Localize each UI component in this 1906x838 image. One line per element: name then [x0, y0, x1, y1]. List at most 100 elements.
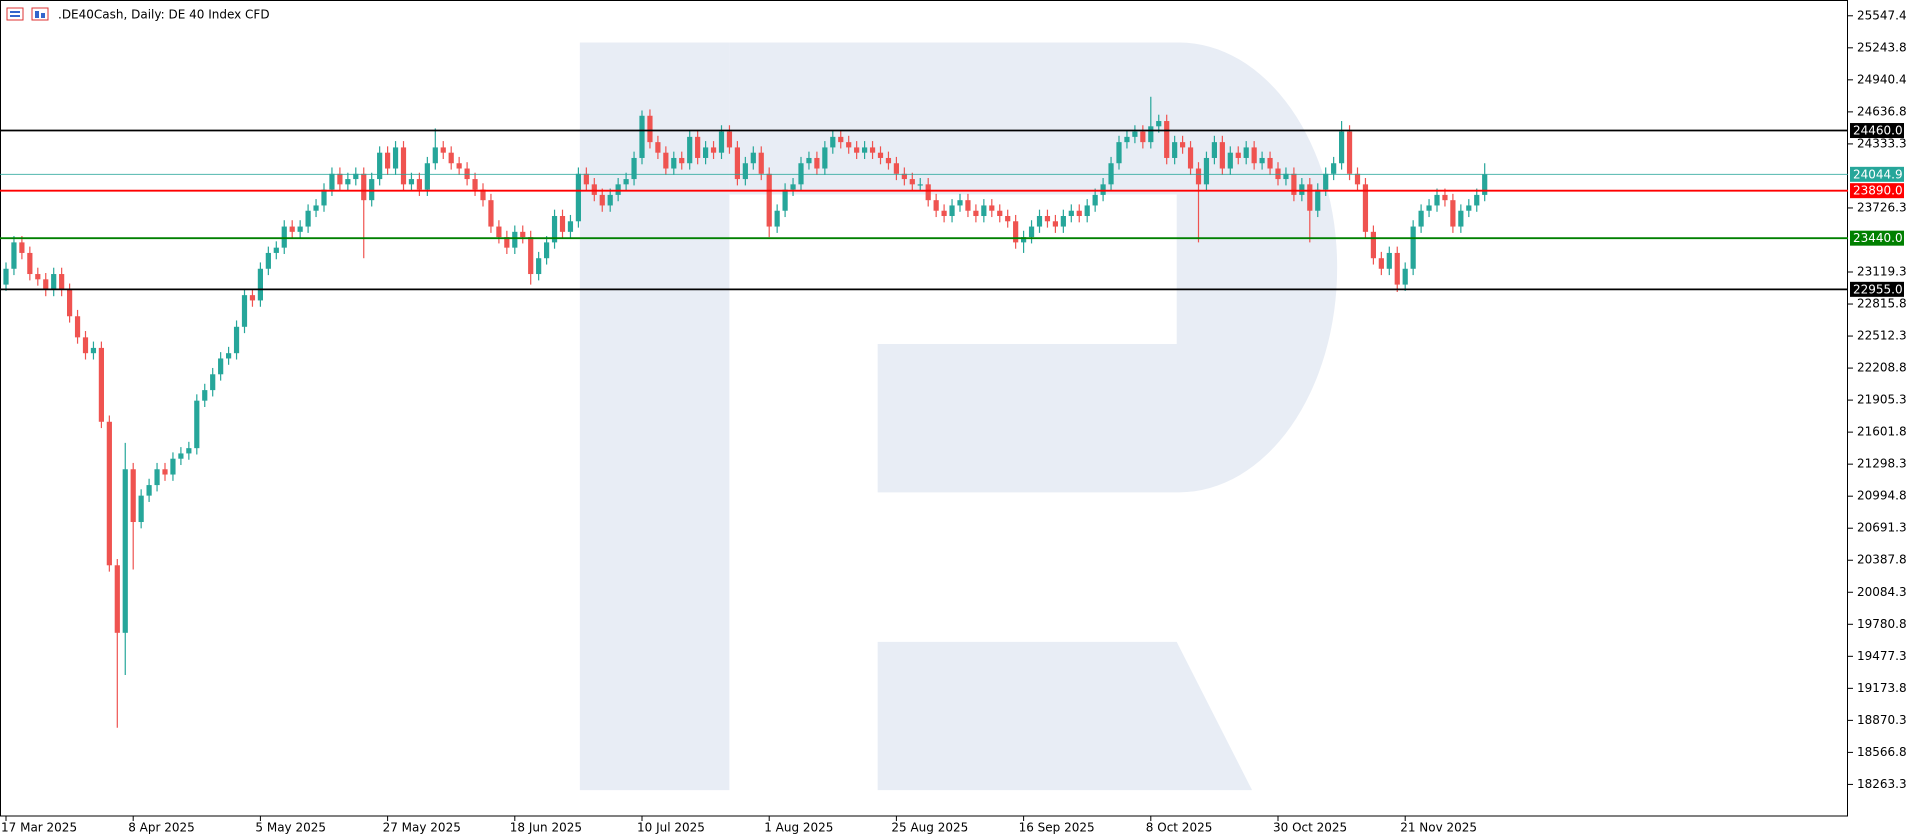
- candle-body: [249, 295, 256, 301]
- candle-body: [1180, 142, 1186, 148]
- x-tick-label: 21 Nov 2025: [1400, 821, 1477, 835]
- candle-body: [671, 157, 677, 169]
- candle-body: [933, 200, 939, 211]
- candle-body: [51, 274, 57, 290]
- candle-body: [997, 210, 1003, 217]
- candle-body: [1331, 163, 1337, 174]
- candle-body: [567, 221, 574, 232]
- y-tick-label: 25547.4: [1857, 8, 1906, 22]
- y-tick-label: 23119.3: [1857, 265, 1906, 279]
- candle-body: [273, 247, 279, 253]
- candle-body: [43, 279, 49, 290]
- candle-body: [1068, 210, 1074, 217]
- x-tick-label: 1 Aug 2025: [764, 821, 833, 835]
- candle-body: [1354, 173, 1361, 185]
- candle-body: [448, 152, 454, 164]
- candle-body: [297, 226, 303, 232]
- candle-body: [742, 163, 748, 180]
- candle-body: [790, 184, 796, 190]
- candle-body: [1164, 121, 1170, 158]
- y-tick-label: 21601.8: [1857, 425, 1906, 439]
- candle-body: [1084, 205, 1090, 217]
- candle-body: [3, 268, 9, 285]
- candle-body: [559, 216, 566, 232]
- candle-body: [464, 168, 470, 180]
- y-tick-label: 21298.3: [1857, 457, 1906, 471]
- candle-body: [1036, 216, 1043, 227]
- candle-body: [726, 131, 733, 148]
- y-tick-label: 21905.3: [1857, 393, 1906, 407]
- y-tick-label: 18263.3: [1857, 777, 1906, 791]
- candle-body: [59, 274, 65, 290]
- y-tick-label: 19780.8: [1857, 617, 1906, 631]
- candle-body: [838, 136, 844, 143]
- x-tick-label: 25 Aug 2025: [891, 821, 968, 835]
- candle-body: [1060, 216, 1066, 227]
- candle-body: [1005, 216, 1011, 222]
- candle-body: [210, 374, 216, 391]
- candle-body: [122, 469, 128, 633]
- candle-body: [1402, 268, 1408, 285]
- y-tick-label: 18870.3: [1857, 713, 1906, 727]
- level-label-box: [1850, 166, 1904, 182]
- candle-body: [233, 326, 240, 354]
- icon-a-line: [10, 15, 20, 17]
- candle-body: [265, 252, 271, 269]
- level-label: 24044.9: [1853, 167, 1903, 181]
- candle-body: [424, 163, 430, 190]
- candle-body: [655, 142, 661, 153]
- y-tick-label: 25243.8: [1857, 40, 1906, 54]
- y-tick-label: 19477.3: [1857, 649, 1906, 663]
- candle-body: [806, 157, 812, 164]
- x-tick-label: 27 May 2025: [383, 821, 461, 835]
- candle-body: [949, 205, 955, 217]
- candle-body: [1124, 136, 1130, 143]
- candle-body: [1307, 184, 1313, 211]
- candle-body: [1100, 184, 1106, 195]
- candle-body: [885, 157, 892, 164]
- candle-body: [130, 469, 136, 523]
- candle-body: [1299, 184, 1305, 195]
- y-tick-label: 20387.8: [1857, 553, 1906, 567]
- candle-body: [687, 136, 693, 164]
- y-tick-label: 23726.3: [1857, 200, 1906, 214]
- level-label: 22955.0: [1853, 282, 1903, 296]
- candle-body: [1028, 226, 1035, 238]
- candle-body: [1013, 221, 1019, 243]
- candle-body: [241, 295, 248, 327]
- candle-body: [472, 179, 478, 190]
- candle-body: [1140, 131, 1146, 143]
- icon-a-line: [10, 11, 20, 13]
- candle-body: [194, 400, 200, 449]
- candle-body: [392, 147, 399, 169]
- candle-body: [456, 163, 462, 169]
- candle-body: [1251, 147, 1257, 164]
- candle-body: [639, 115, 645, 158]
- level-label-box: [1850, 230, 1904, 246]
- candle-body: [814, 157, 820, 169]
- candle-body: [599, 194, 605, 206]
- candle-body: [877, 152, 884, 158]
- candle-body: [1346, 131, 1353, 174]
- candle-body: [1259, 157, 1265, 164]
- candle-body: [1458, 210, 1464, 227]
- level-label-box: [1850, 123, 1904, 139]
- candle-body: [353, 173, 359, 180]
- candle-body: [536, 258, 542, 275]
- candle-body: [981, 205, 987, 217]
- candle-body: [154, 469, 160, 486]
- candle-body: [854, 147, 860, 153]
- candle-body: [623, 179, 629, 185]
- x-tick-label: 18 Jun 2025: [510, 821, 582, 835]
- level-label: 23890.0: [1853, 184, 1903, 198]
- y-tick-label: 22512.3: [1857, 329, 1906, 343]
- candle-body: [1275, 168, 1281, 180]
- candle-body: [1418, 210, 1424, 227]
- candle-body: [822, 147, 828, 169]
- watermark-leg: [877, 641, 1253, 791]
- candle-body: [11, 242, 17, 269]
- candle-body: [766, 173, 772, 227]
- candle-body: [385, 152, 391, 169]
- y-tick-label: 24940.4: [1857, 72, 1906, 86]
